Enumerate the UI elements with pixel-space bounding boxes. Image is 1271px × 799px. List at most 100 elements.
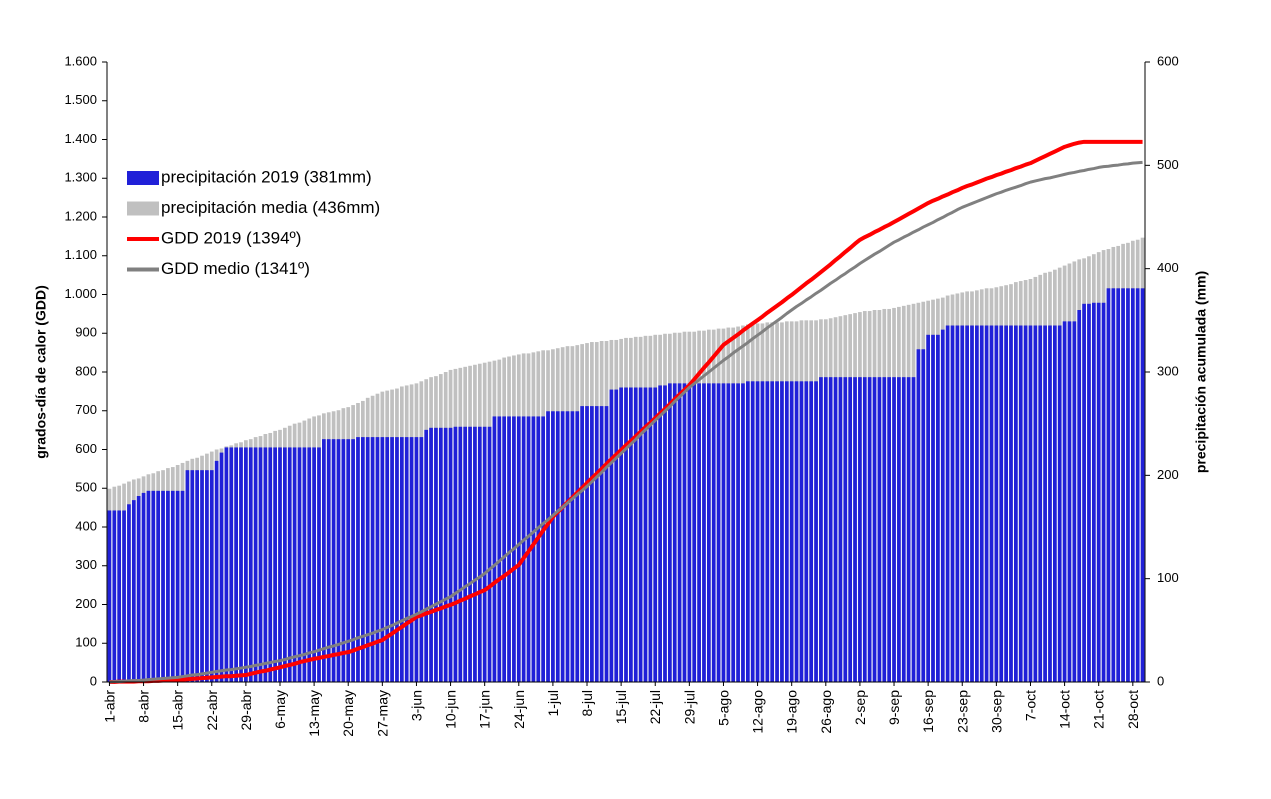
- legend-label: GDD 2019 (1394º): [161, 228, 301, 247]
- y-tick-label: 500: [75, 480, 97, 495]
- bar: [365, 437, 370, 682]
- x-tick-label: 1-abr: [101, 690, 117, 723]
- bar: [458, 426, 463, 682]
- bar: [351, 439, 355, 682]
- bar: [346, 439, 351, 682]
- bar: [706, 383, 711, 682]
- bar: [599, 406, 604, 682]
- bar: [901, 377, 906, 682]
- legend-swatch: [127, 201, 159, 216]
- y2-tick-label: 500: [1157, 157, 1179, 172]
- bar: [936, 334, 940, 682]
- x-tick-label: 6-may: [272, 690, 288, 729]
- bar: [326, 439, 331, 682]
- bar: [906, 377, 911, 682]
- bar: [1101, 302, 1106, 682]
- y-tick-label: 200: [75, 596, 97, 611]
- bar: [283, 447, 287, 682]
- bar: [248, 447, 253, 682]
- bar: [424, 429, 429, 682]
- bar: [726, 383, 731, 682]
- bar: [565, 411, 570, 682]
- y2-tick-label: 0: [1157, 673, 1164, 688]
- bar: [984, 325, 989, 682]
- bar: [473, 426, 477, 682]
- bar: [200, 470, 204, 682]
- bar: [1072, 321, 1077, 682]
- bar: [370, 437, 375, 682]
- x-tick-label: 9-sep: [886, 690, 902, 725]
- bar: [180, 490, 185, 682]
- bar: [1009, 325, 1013, 682]
- bar: [697, 383, 701, 682]
- bar: [1106, 288, 1111, 682]
- bar: [170, 490, 175, 682]
- y-tick-label: 800: [75, 363, 97, 378]
- bar: [1087, 303, 1091, 682]
- y-tick-label: 1.600: [64, 53, 97, 68]
- bar: [950, 325, 955, 682]
- bar: [775, 381, 779, 682]
- bar: [521, 416, 526, 682]
- x-tick-label: 10-jun: [443, 690, 459, 729]
- bar: [1082, 303, 1086, 682]
- bar: [166, 490, 170, 682]
- bar: [921, 349, 926, 682]
- y2-tick-label: 100: [1157, 570, 1179, 585]
- bar: [882, 377, 887, 682]
- bar: [604, 406, 609, 682]
- bar: [434, 427, 438, 682]
- bar: [931, 334, 935, 682]
- bar: [287, 447, 292, 682]
- legend-label: GDD medio (1341º): [161, 259, 310, 278]
- bar: [312, 447, 316, 682]
- bar: [965, 325, 969, 682]
- bar: [263, 447, 268, 682]
- line: [109, 160, 1143, 684]
- bar: [448, 427, 453, 682]
- bar: [682, 383, 687, 682]
- y-tick-label: 900: [75, 325, 97, 340]
- bar: [516, 416, 521, 682]
- bar: [414, 437, 419, 682]
- bar: [507, 416, 511, 682]
- bar: [1018, 325, 1023, 682]
- bar: [716, 383, 721, 682]
- bar: [858, 377, 862, 682]
- bar: [804, 381, 809, 682]
- bar: [1135, 288, 1140, 682]
- x-tick-label: 24-jun: [511, 690, 527, 729]
- y-axis-title: grados-día de calor (GDD): [33, 285, 49, 458]
- bar: [278, 447, 282, 682]
- y-tick-label: 100: [75, 635, 97, 650]
- bar: [1067, 321, 1072, 682]
- bar: [1126, 288, 1130, 682]
- bar: [224, 447, 229, 682]
- bar: [687, 383, 692, 682]
- bar: [663, 385, 667, 682]
- bar: [838, 377, 843, 682]
- bar: [989, 325, 994, 682]
- bar: [443, 427, 448, 682]
- x-tick-label: 26-ago: [818, 690, 834, 734]
- bar: [629, 387, 633, 682]
- bar: [711, 383, 716, 682]
- bar: [1096, 302, 1101, 682]
- bar: [317, 447, 321, 682]
- y-tick-label: 700: [75, 402, 97, 417]
- bar: [780, 381, 784, 682]
- bar: [151, 490, 156, 682]
- y-tick-label: 1.500: [64, 92, 97, 107]
- bar: [141, 492, 146, 682]
- bar: [112, 510, 117, 682]
- bar: [848, 377, 853, 682]
- bar: [970, 325, 974, 682]
- bar: [955, 325, 960, 682]
- bar: [239, 447, 243, 682]
- bar: [1043, 325, 1047, 682]
- bar: [546, 411, 550, 682]
- x-tick-label: 22-jul: [647, 690, 663, 724]
- bar: [385, 437, 390, 682]
- bar: [390, 437, 394, 682]
- bar: [892, 377, 896, 682]
